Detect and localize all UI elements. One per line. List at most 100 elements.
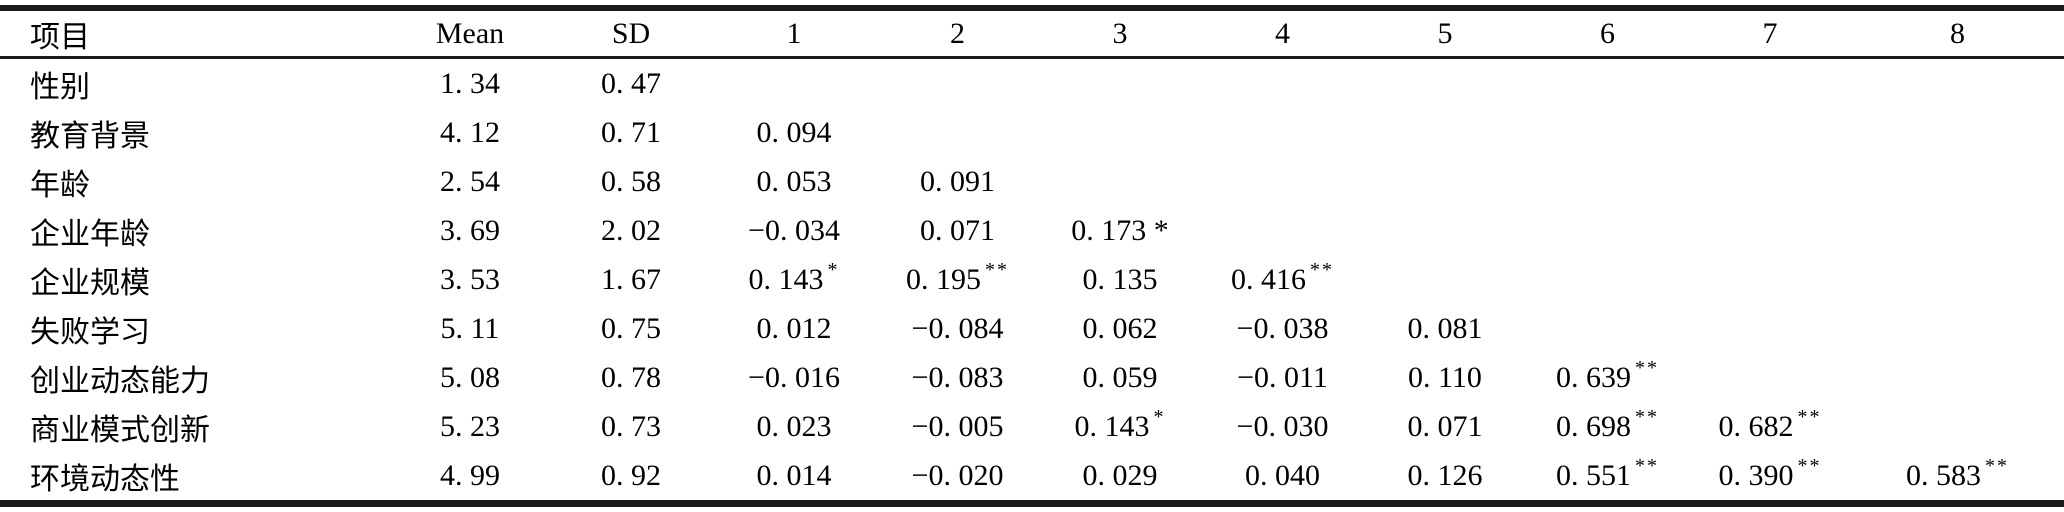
table-cell: 4. 12 [440, 115, 500, 149]
table-cell: 0. 551 ** [1556, 454, 1659, 492]
table-cell [1689, 58, 1851, 109]
table-cell: 3. 53 [440, 262, 500, 296]
table-cell [1689, 157, 1851, 206]
column-header-4: 4 [1275, 16, 1290, 50]
row-label: 性别 [30, 70, 90, 104]
significance-marker: ** [1635, 356, 1659, 379]
table-cell [1364, 206, 1526, 255]
table-cell [1851, 157, 2064, 206]
table-cell [712, 58, 876, 109]
table-cell: 0. 053 [756, 164, 832, 198]
table-header-row: 项目 Mean SD 1 2 3 4 5 6 7 8 [0, 8, 2064, 58]
table-cell [1201, 58, 1364, 109]
table-cell: 0. 126 [1407, 458, 1483, 492]
table-cell [1851, 108, 2064, 157]
table-cell: 0. 75 [601, 311, 661, 345]
table-cell: 1. 67 [601, 262, 661, 296]
column-header-5: 5 [1437, 16, 1453, 50]
table-cell: 0. 583 ** [1906, 454, 2009, 492]
table-cell [1526, 157, 1689, 206]
table-cell: 0. 081 [1407, 311, 1483, 345]
table-cell [1689, 206, 1851, 255]
table-cell [1526, 58, 1689, 109]
table-cell [1851, 206, 2064, 255]
table-cell: 0. 682 ** [1718, 405, 1822, 443]
table-cell [1526, 255, 1689, 304]
table-cell [1851, 255, 2064, 304]
table-row: 失败学习 5. 11 0. 75 0. 012 −0. 084 0. 062 −0. 038… [0, 304, 2064, 353]
significance-marker: ** [1985, 454, 2009, 477]
table-cell: 2. 54 [440, 164, 500, 198]
row-label: 环境动态性 [30, 462, 180, 496]
table-cell [1689, 304, 1851, 353]
significance-marker: ** [985, 258, 1009, 281]
table-cell: −0. 011 [1237, 360, 1328, 394]
table-cell [1851, 402, 2064, 451]
significance-marker: ** [1635, 454, 1659, 477]
table-cell [1851, 353, 2064, 402]
table-cell: 0. 091 [920, 164, 995, 198]
table-row: 商业模式创新 5. 23 0. 73 0. 023 −0. 005 0. 143 * −0. … [0, 402, 2064, 451]
table-cell: 0. 173 * [1071, 213, 1169, 247]
table-row: 性别 1. 34 0. 47 [0, 58, 2064, 109]
column-header-item: 项目 [30, 20, 90, 54]
table-cell: 0. 110 [1408, 360, 1482, 394]
table-row: 教育背景 4. 12 0. 71 0. 094 [0, 108, 2064, 157]
table-cell [876, 108, 1039, 157]
table-cell [1201, 108, 1364, 157]
table-cell [1039, 157, 1201, 206]
table-cell: 0. 059 [1082, 360, 1158, 394]
table-cell: 0. 062 [1082, 311, 1158, 345]
table-cell [1851, 304, 2064, 353]
table-cell [1526, 206, 1689, 255]
table-cell: −0. 020 [911, 458, 1004, 492]
table-cell: 0. 78 [601, 360, 661, 394]
table-cell [1851, 58, 2064, 109]
table-row: 年龄 2. 54 0. 58 0. 053 0. 091 [0, 157, 2064, 206]
table-cell [1364, 255, 1526, 304]
column-header-1: 1 [786, 16, 802, 50]
table-cell: 2. 02 [601, 213, 661, 247]
table-cell: 0. 92 [601, 458, 661, 492]
table-cell: 0. 014 [756, 458, 832, 492]
table-cell: 5. 23 [440, 409, 500, 443]
row-label: 商业模式创新 [30, 413, 210, 447]
table-cell: 4. 99 [440, 458, 500, 492]
significance-marker: ** [1310, 258, 1334, 281]
table-cell: 0. 040 [1245, 458, 1320, 492]
row-label: 企业规模 [30, 266, 150, 300]
table-cell: 0. 143 * [1074, 405, 1166, 443]
significance-marker: * [1153, 405, 1166, 428]
table-cell: 0. 639 ** [1556, 356, 1659, 394]
table-cell: 0. 73 [601, 409, 661, 443]
table-cell: −0. 083 [911, 360, 1004, 394]
table-cell [1201, 206, 1364, 255]
row-label: 教育背景 [30, 119, 150, 153]
row-label: 年龄 [30, 168, 90, 202]
significance-marker: ** [1797, 405, 1822, 428]
column-header-8: 8 [1950, 16, 1965, 50]
table-cell: −0. 030 [1236, 409, 1329, 443]
column-header-3: 3 [1112, 16, 1128, 50]
column-header-7: 7 [1762, 16, 1778, 50]
column-header-2: 2 [950, 16, 965, 50]
significance-marker: * [827, 258, 840, 281]
table-cell: −0. 084 [911, 311, 1004, 345]
table-row: 创业动态能力 5. 08 0. 78 −0. 016 −0. 083 0. 059 −0. … [0, 353, 2064, 402]
table-cell: −0. 016 [748, 360, 840, 394]
table-cell: 0. 58 [601, 164, 661, 198]
column-header-mean: Mean [435, 16, 505, 50]
table-cell: 0. 094 [756, 115, 832, 149]
table-cell [1039, 108, 1201, 157]
correlation-table: 项目 Mean SD 1 2 3 4 5 6 7 8 性别 1. 34 0. 47 教育背景 4. 12 0.… [0, 5, 2064, 507]
column-header-6: 6 [1600, 16, 1615, 50]
table-cell [1689, 255, 1851, 304]
table-cell: −0. 038 [1236, 311, 1329, 345]
table-cell: 0. 023 [756, 409, 832, 443]
row-label: 企业年龄 [30, 217, 150, 251]
table-cell: 0. 195 ** [906, 258, 1009, 296]
table-cell: 0. 390 ** [1718, 454, 1822, 492]
table-cell: 3. 69 [440, 213, 500, 247]
table-cell [1201, 157, 1364, 206]
table-cell [1689, 108, 1851, 157]
